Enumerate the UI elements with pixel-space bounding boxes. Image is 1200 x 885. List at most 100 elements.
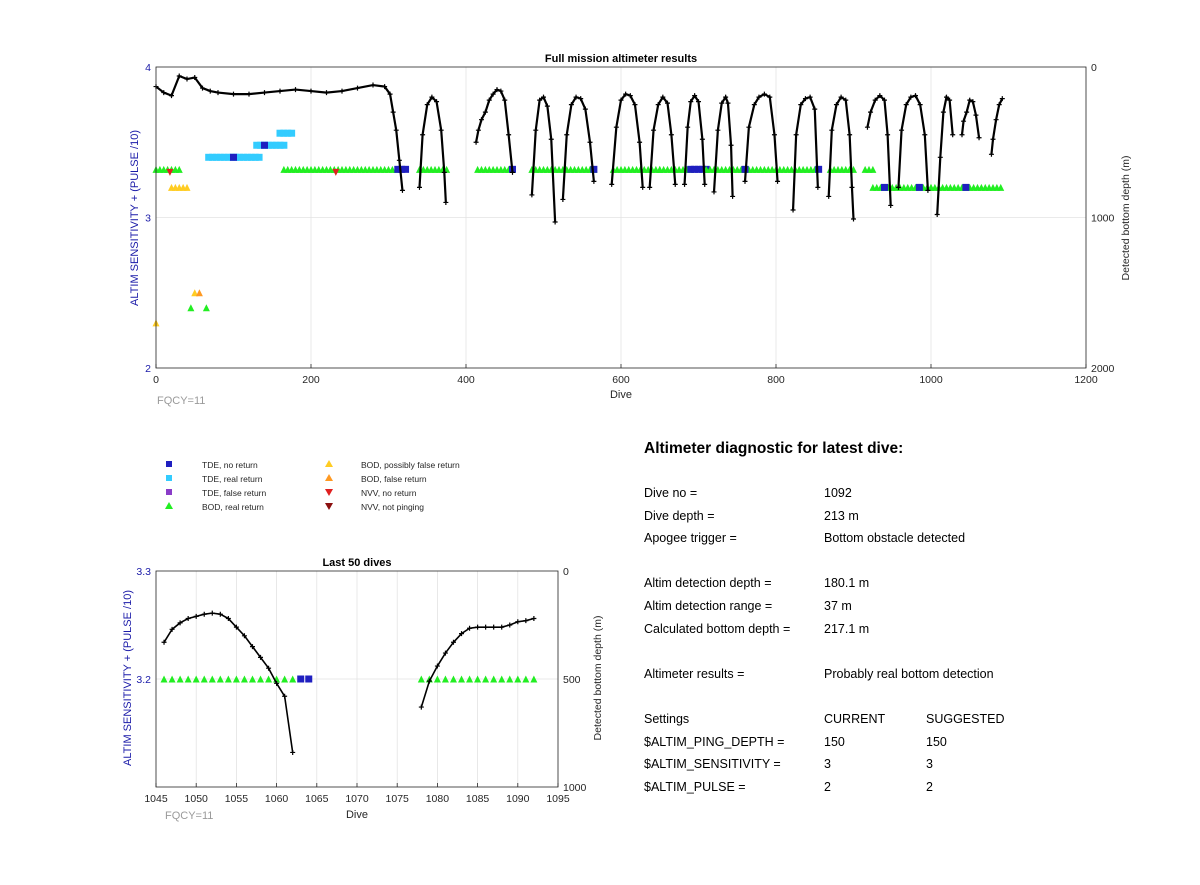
setting-marker-square: [915, 183, 923, 191]
depth-point: [917, 102, 923, 108]
legend-bod-false-return-marker: [325, 474, 333, 481]
depth-point: [976, 135, 982, 141]
setting-marker-triangle: [248, 675, 256, 683]
setting-marker-square: [236, 153, 244, 161]
x-axis-label: Dive: [610, 389, 632, 401]
depth-point: [746, 124, 752, 130]
y-tick-label-right: 2000: [1091, 363, 1115, 375]
depth-point: [246, 91, 252, 97]
legend-nvv-not-pinging: NVV, not pinging: [361, 502, 424, 512]
legend-nvv-not-pinging-marker: [325, 503, 333, 510]
setting-marker-triangle: [498, 675, 506, 683]
depth-point: [339, 88, 345, 94]
depth-point: [922, 132, 928, 138]
setting-marker-square: [687, 165, 695, 173]
setting-marker-square: [261, 141, 268, 149]
depth-point: [882, 97, 887, 103]
sensitivity-suggested: 3: [926, 757, 933, 772]
depth-point: [459, 631, 465, 637]
depth-line: [648, 95, 677, 188]
setting-marker-square: [398, 165, 406, 173]
depth-point: [390, 109, 396, 115]
sensitivity-current: 3: [824, 757, 831, 772]
dive-no-label: Dive no =: [644, 486, 698, 500]
x-tick-label: 1060: [265, 793, 289, 805]
depth-point: [515, 619, 521, 625]
setting-marker-square: [276, 141, 284, 149]
dive-no-value: 1092: [824, 486, 852, 500]
dive-depth-value: 213 m: [824, 508, 859, 523]
current-header: CURRENT: [824, 711, 886, 726]
depth-point: [483, 624, 489, 630]
setting-marker-triangle: [289, 675, 297, 683]
depth-point: [947, 97, 953, 103]
tick-labels: 1045 1050 1055 1060 1065 1070 1075 1080 1085 1090…: [136, 566, 586, 805]
setting-marker-triangle: [466, 675, 474, 683]
depth-point: [790, 207, 796, 213]
detection-depth-value: 180.1 m: [824, 576, 870, 591]
setting-marker-triangle: [208, 675, 216, 683]
setting-marker-triangle: [441, 675, 449, 683]
depth-point: [434, 663, 440, 669]
depth-point: [826, 193, 832, 199]
depth-point: [591, 178, 597, 184]
depth-point: [908, 94, 914, 100]
setting-marker-square: [230, 153, 237, 161]
depth-point: [711, 189, 717, 195]
altimeter-diagnostic-panel: Altimeter diagnostic for latest dive: Di…: [644, 440, 1164, 802]
x-tick-label: 1075: [386, 793, 410, 805]
depth-point: [475, 127, 481, 133]
depth-point: [169, 93, 174, 99]
depth-point: [443, 199, 449, 205]
depth-line: [990, 98, 1004, 155]
depth-point: [959, 132, 965, 138]
setting-marker-triangle: [202, 304, 210, 312]
depth-point: [970, 99, 976, 105]
legend-tde-false-return: TDE, false return: [202, 488, 267, 498]
setting-marker-triangle: [240, 675, 248, 683]
setting-marker-square: [698, 165, 706, 173]
setting-marker-square: [297, 675, 305, 683]
depth-point: [324, 90, 329, 96]
depth-point: [872, 97, 878, 103]
setting-marker-triangle: [997, 183, 1005, 191]
calculated-depth-row: Calculated bottom depth = 217.1 m: [644, 622, 1164, 645]
depth-point: [498, 88, 504, 94]
depth-point: [771, 132, 777, 138]
depth-point: [847, 132, 853, 138]
legend-bod-real-return: BOD, real return: [202, 502, 264, 512]
depth-point: [506, 132, 512, 138]
depth-point: [761, 91, 767, 97]
ping-depth-suggested: 150: [926, 734, 947, 749]
suggested-header: SUGGESTED: [926, 711, 1005, 726]
ping-depth-current: 150: [824, 734, 845, 749]
y-tick-label-left: 3: [145, 213, 151, 225]
depth-point: [967, 97, 973, 103]
setting-marker-square: [402, 165, 410, 173]
depth-point: [934, 211, 940, 217]
x-tick-label: 800: [767, 374, 785, 386]
chart-title: Last 50 dives: [322, 557, 391, 569]
depth-point: [282, 693, 288, 699]
setting-marker-triangle: [216, 675, 224, 683]
results-value: Probably real bottom detection: [824, 666, 994, 681]
depth-point: [815, 184, 821, 190]
tick-labels: 0 200 400 600 800 1000 1200 2 3 4 0 1000 2000: [145, 62, 1114, 386]
depth-line: [474, 88, 514, 173]
depth-point: [277, 88, 283, 94]
depth-point: [544, 103, 550, 109]
legend-tde-real-return: TDE, real return: [202, 474, 263, 484]
y-tick-label-left: 4: [145, 62, 151, 74]
setting-marker-triangle: [176, 675, 184, 683]
depth-point: [868, 109, 874, 115]
setting-marker-square: [247, 153, 255, 161]
depth-point: [266, 665, 272, 671]
x-tick-label: 1080: [426, 793, 450, 805]
legend-tde-real-return-marker: [166, 475, 172, 481]
full-mission-chart: 0 200 400 600 800 1000 1200 2 3 4 0 1000 2000 Full m…: [129, 53, 1132, 407]
depth-point: [293, 87, 298, 93]
setting-marker-square: [394, 165, 402, 173]
depth-point: [523, 618, 529, 624]
detection-depth-row: Altim detection depth = 180.1 m: [644, 576, 1164, 599]
depth-point: [719, 100, 725, 106]
